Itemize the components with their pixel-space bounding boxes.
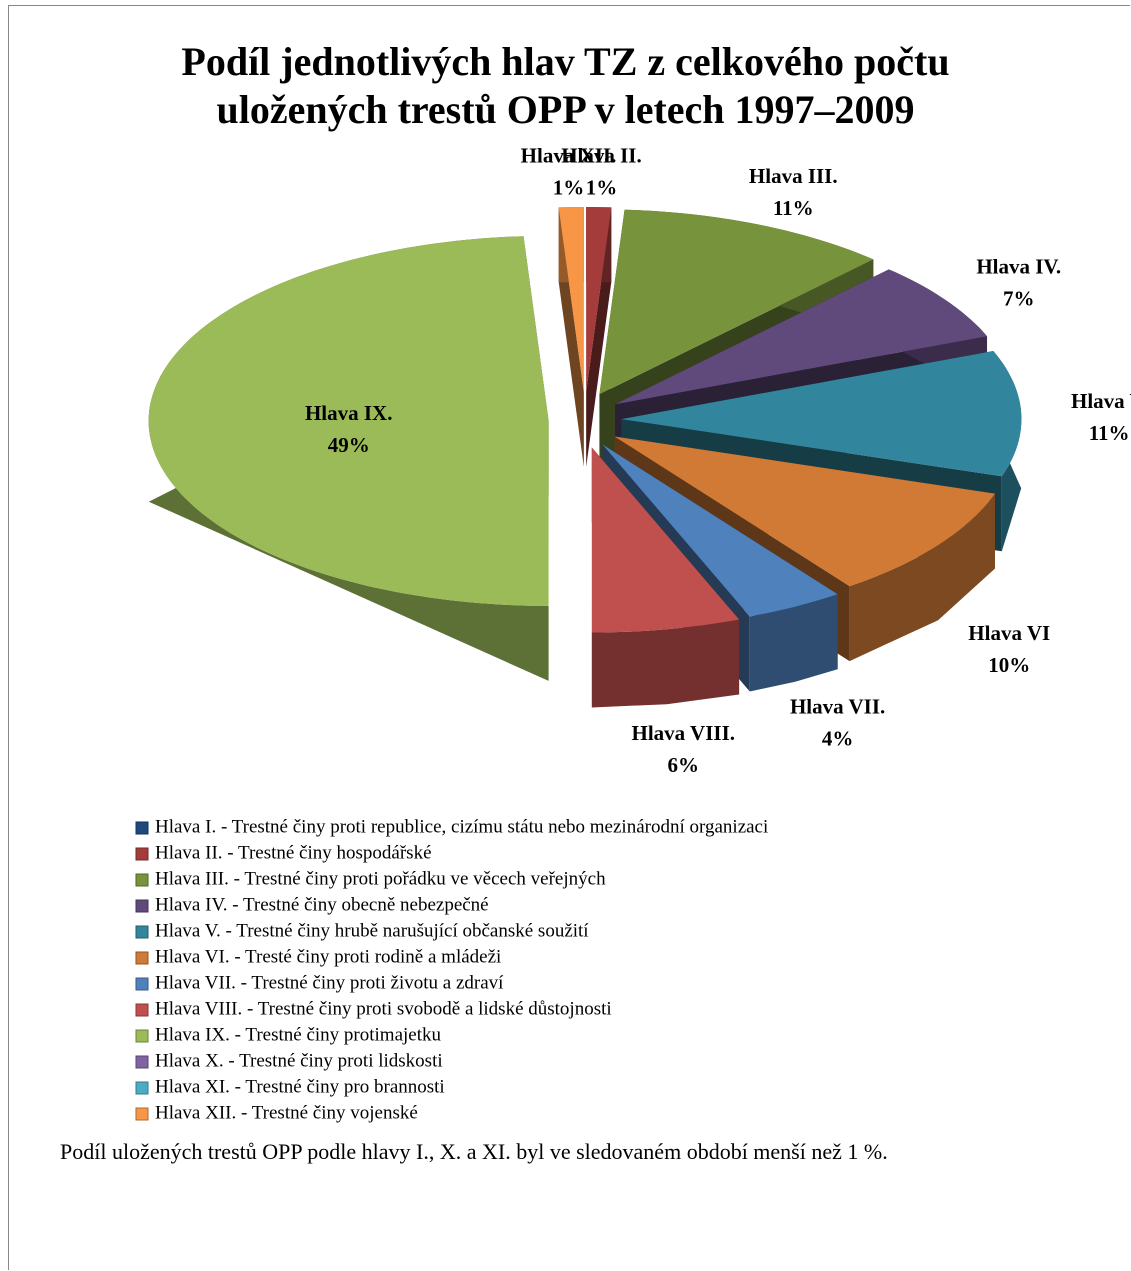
data-label: 6% [668, 753, 700, 777]
slice [602, 444, 838, 617]
data-label-name: Hlava VI [968, 621, 1050, 645]
legend-label: Hlava XII. - Trestné činy vojenské [155, 1102, 418, 1123]
data-label: 11% [773, 196, 814, 220]
legend-label: Hlava IX. - Trestné činy protimajetku [155, 1024, 442, 1045]
data-label: 1% [553, 175, 585, 199]
slice-side [749, 594, 838, 692]
legend-label: Hlava IV. - Trestné činy obecně nebezpeč… [155, 894, 489, 915]
slice [614, 436, 995, 587]
legend-label: Hlava III. - Trestné činy proti pořádku … [155, 868, 606, 889]
legend-swatch [135, 951, 149, 965]
legend-label: Hlava V. - Trestné činy hrubě narušující… [155, 920, 589, 941]
chart-title: Podíl jednotlivých hlav TZ z celkového p… [181, 39, 950, 132]
legend-label: Hlava I. - Trestné činy proti republice,… [155, 816, 768, 837]
legend-swatch [135, 1081, 149, 1095]
legend-swatch [135, 873, 149, 887]
legend-swatch [135, 977, 149, 991]
slice [148, 236, 549, 606]
data-label: 10% [988, 653, 1030, 677]
slice [591, 447, 740, 633]
slice-side [849, 493, 995, 662]
frame [8, 5, 1130, 1270]
data-label-name: Hlava VIII. [632, 721, 735, 745]
data-label: 11% [1089, 421, 1130, 445]
legend-swatch [135, 1055, 149, 1069]
data-label-name: Hlava II. [561, 143, 642, 167]
legend-label: Hlava VI. - Tresté činy proti rodině a m… [155, 946, 501, 967]
data-label-name: Hlava XII. [521, 143, 617, 167]
note: Podíl uložených trestů OPP podle hlavy I… [60, 1139, 888, 1164]
data-label-name: Hlava VII. [790, 694, 885, 718]
legend-swatch [135, 821, 149, 835]
data-label-name: Hlava III. [749, 164, 838, 188]
data-label: 49% [328, 433, 370, 457]
legend-swatch [135, 1107, 149, 1121]
legend-label: Hlava VII. - Trestné činy proti životu a… [155, 972, 504, 993]
data-label: 4% [822, 726, 854, 750]
data-label: 1% [586, 175, 618, 199]
legend-swatch [135, 925, 149, 939]
slice [621, 351, 1022, 477]
slice [558, 207, 584, 393]
legend-label: Hlava VIII. - Trestné činy proti svobodě… [155, 998, 612, 1019]
data-label-name: Hlava V. [1071, 389, 1131, 413]
legend-label: Hlava XI. - Trestné činy pro brannosti [155, 1076, 445, 1097]
slice [615, 269, 987, 405]
data-label-name: Hlava IX. [305, 401, 393, 425]
data-label: 7% [1003, 286, 1035, 310]
legend-swatch [135, 1003, 149, 1017]
legend-swatch [135, 1029, 149, 1043]
slice-side [591, 619, 740, 708]
data-label-name: Hlava IV. [976, 254, 1061, 278]
slice [599, 209, 874, 395]
legend-label: Hlava II. - Trestné činy hospodářské [155, 842, 432, 863]
legend-swatch [135, 899, 149, 913]
slice [586, 207, 612, 393]
legend-swatch [135, 847, 149, 861]
legend-label: Hlava X. - Trestné činy proti lidskosti [155, 1050, 443, 1071]
